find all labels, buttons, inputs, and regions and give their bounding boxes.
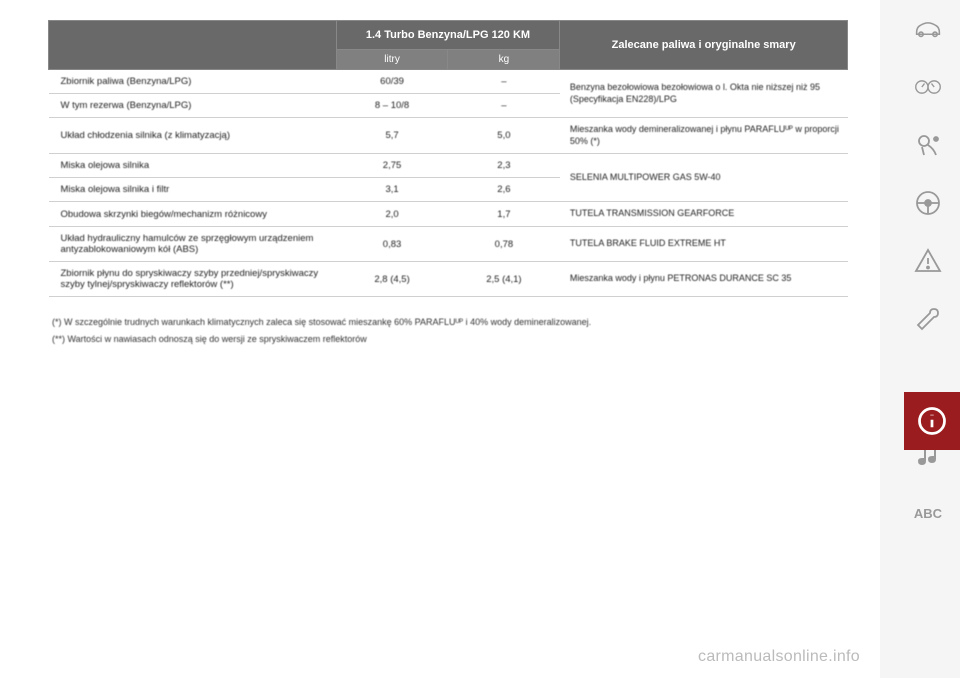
sidebar-item-safety[interactable] bbox=[909, 126, 947, 164]
sidebar-item-car[interactable] bbox=[909, 10, 947, 48]
footnotes: (*) W szczególnie trudnych warunkach kli… bbox=[48, 315, 848, 347]
row-rec: TUTELA TRANSMISSION GEARFORCE bbox=[560, 202, 848, 227]
row-litres: 8 – 10/8 bbox=[336, 94, 448, 118]
row-litres: 2,8 (4,5) bbox=[336, 262, 448, 297]
row-rec: Benzyna bezołowiowa bezołowiowa o l. Okt… bbox=[560, 70, 848, 118]
table-row: Zbiornik płynu do spryskiwaczy szyby prz… bbox=[49, 262, 848, 297]
sidebar-item-service[interactable] bbox=[909, 300, 947, 338]
row-label: Układ hydrauliczny hamulców ze sprzęgłow… bbox=[49, 227, 337, 262]
sidebar-nav: ABC bbox=[904, 10, 952, 532]
row-rec: Mieszanka wody i płynu PETRONAS DURANCE … bbox=[560, 262, 848, 297]
row-kg: 2,5 (4,1) bbox=[448, 262, 560, 297]
row-litres: 60/39 bbox=[336, 70, 448, 94]
row-kg: – bbox=[448, 70, 560, 94]
row-kg: 2,6 bbox=[448, 178, 560, 202]
row-rec: SELENIA MULTIPOWER GAS 5W-40 bbox=[560, 154, 848, 202]
row-rec: Mieszanka wody demineralizowanej i płynu… bbox=[560, 118, 848, 154]
active-section-tab[interactable] bbox=[904, 392, 960, 450]
row-label: Miska olejowa silnika bbox=[49, 154, 337, 178]
fluids-table: 1.4 Turbo Benzyna/LPG 120 KM Zalecane pa… bbox=[48, 20, 848, 297]
sidebar-item-warning[interactable] bbox=[909, 242, 947, 280]
table-row: Miska olejowa silnika 2,75 2,3 SELENIA M… bbox=[49, 154, 848, 178]
row-litres: 5,7 bbox=[336, 118, 448, 154]
header-litres: litry bbox=[336, 50, 448, 70]
sidebar-item-driving[interactable] bbox=[909, 184, 947, 222]
steering-icon bbox=[914, 189, 942, 217]
car-icon bbox=[914, 15, 942, 43]
airbag-icon bbox=[914, 131, 942, 159]
row-kg: 5,0 bbox=[448, 118, 560, 154]
header-blank bbox=[49, 21, 337, 70]
row-kg: 2,3 bbox=[448, 154, 560, 178]
watermark: carmanualsonline.info bbox=[698, 648, 860, 666]
row-label: Układ chłodzenia silnika (z klimatyzacją… bbox=[49, 118, 337, 154]
wrench-icon bbox=[914, 305, 942, 333]
sidebar-item-dashboard[interactable] bbox=[909, 68, 947, 106]
row-litres: 2,0 bbox=[336, 202, 448, 227]
sidebar-item-index[interactable]: ABC bbox=[909, 494, 947, 532]
row-label: Zbiornik paliwa (Benzyna/LPG) bbox=[49, 70, 337, 94]
row-label: Obudowa skrzynki biegów/mechanizm różnic… bbox=[49, 202, 337, 227]
dashboard-icon bbox=[914, 73, 942, 101]
row-kg: – bbox=[448, 94, 560, 118]
row-litres: 2,75 bbox=[336, 154, 448, 178]
row-label: Zbiornik płynu do spryskiwaczy szyby prz… bbox=[49, 262, 337, 297]
footnote-1: (*) W szczególnie trudnych warunkach kli… bbox=[52, 315, 848, 329]
info-icon bbox=[917, 406, 947, 436]
header-kg: kg bbox=[448, 50, 560, 70]
header-engine: 1.4 Turbo Benzyna/LPG 120 KM bbox=[336, 21, 560, 50]
row-kg: 0,78 bbox=[448, 227, 560, 262]
row-kg: 1,7 bbox=[448, 202, 560, 227]
table-row: Zbiornik paliwa (Benzyna/LPG) 60/39 – Be… bbox=[49, 70, 848, 94]
header-recommended: Zalecane paliwa i oryginalne smary bbox=[560, 21, 848, 70]
row-label: Miska olejowa silnika i filtr bbox=[49, 178, 337, 202]
row-rec: TUTELA BRAKE FLUID EXTREME HT bbox=[560, 227, 848, 262]
abc-icon: ABC bbox=[914, 506, 942, 521]
row-label: W tym rezerwa (Benzyna/LPG) bbox=[49, 94, 337, 118]
table-row: Obudowa skrzynki biegów/mechanizm różnic… bbox=[49, 202, 848, 227]
table-row: Układ hydrauliczny hamulców ze sprzęgłow… bbox=[49, 227, 848, 262]
row-litres: 0,83 bbox=[336, 227, 448, 262]
main-content: 1.4 Turbo Benzyna/LPG 120 KM Zalecane pa… bbox=[48, 20, 848, 350]
table-row: Układ chłodzenia silnika (z klimatyzacją… bbox=[49, 118, 848, 154]
warning-icon bbox=[914, 247, 942, 275]
row-litres: 3,1 bbox=[336, 178, 448, 202]
footnote-2: (**) Wartości w nawiasach odnoszą się do… bbox=[52, 332, 848, 346]
